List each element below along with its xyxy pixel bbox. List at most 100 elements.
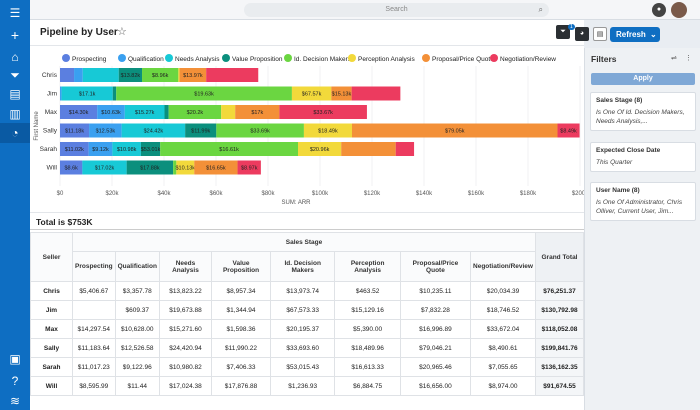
value-cell: $79,046.21 xyxy=(399,338,472,358)
y-tick-label: Sally xyxy=(43,128,58,135)
legend-label: Qualification xyxy=(128,56,164,63)
column-header[interactable]: Needs Analysis xyxy=(158,251,213,282)
filter-icon[interactable]: ⏷ xyxy=(10,68,20,82)
bar-data-label: $33.69k xyxy=(250,129,270,135)
bar-segment xyxy=(206,68,259,82)
x-tick-label: $80k xyxy=(261,191,275,197)
bar-data-label: $53.01k xyxy=(141,147,161,153)
grand-total-cell: $76,251.37 xyxy=(535,281,584,301)
filter-card[interactable]: Expected Close Date This Quarter xyxy=(590,142,696,172)
filter-options-icon[interactable]: ⇌ xyxy=(671,55,677,62)
bar-data-label: $8.6k xyxy=(64,166,78,172)
apply-button[interactable]: Apply xyxy=(591,73,695,85)
value-cell: $10,235.11 xyxy=(399,281,472,301)
x-tick-label: $100k xyxy=(312,191,329,197)
filter-card-title: Expected Close Date xyxy=(596,147,661,154)
home-icon[interactable]: ⌂ xyxy=(11,50,19,64)
search-icon[interactable]: ⌕ xyxy=(538,5,543,14)
bar-segment xyxy=(74,68,83,82)
bar-segment xyxy=(395,142,415,156)
value-cell: $6,884.75 xyxy=(334,376,401,396)
layers-icon[interactable]: ≋ xyxy=(9,394,21,408)
legend-item[interactable]: Prospecting xyxy=(62,54,106,63)
bar-data-label: $15.27k xyxy=(135,110,155,116)
column-header[interactable]: Perception Analysis xyxy=(334,251,401,282)
page-title: Pipeline by User xyxy=(40,27,118,38)
legend-item[interactable]: Id. Decision Makers xyxy=(284,54,351,63)
chart-view-icon[interactable]: ◕ xyxy=(575,27,589,41)
list-icon[interactable]: ▤ xyxy=(9,87,21,101)
bar-segment xyxy=(279,105,367,119)
bar-data-label: $17.02k xyxy=(95,166,115,172)
legend-item[interactable]: Proposal/Price Quote xyxy=(422,54,494,63)
column-header[interactable]: Prospecting xyxy=(72,251,116,282)
value-cell: $8,974.00 xyxy=(470,376,536,396)
column-header[interactable]: Qualification xyxy=(114,251,160,282)
value-cell: $609.37 xyxy=(114,300,160,320)
legend-item[interactable]: Value Proposition xyxy=(222,54,282,63)
bar-segment xyxy=(126,160,174,175)
bar-segment xyxy=(178,68,180,82)
bar-segment xyxy=(121,123,186,138)
legend-swatch xyxy=(348,54,356,62)
bar-segment xyxy=(60,123,90,138)
more-options-icon[interactable]: ⋮ xyxy=(685,55,692,62)
column-header[interactable]: Value Proposition xyxy=(211,251,272,282)
y-tick-label: Chris xyxy=(42,72,58,79)
plus-icon[interactable]: + xyxy=(10,27,20,43)
column-header[interactable]: Negotiation/Review xyxy=(470,251,536,282)
legend-label: Needs Analysis xyxy=(175,56,220,63)
column-header[interactable]: Proposal/Price Quote xyxy=(399,251,472,282)
grand-total-cell: $199,841.76 xyxy=(535,338,584,358)
search-input[interactable]: Search ⌕ xyxy=(244,3,549,17)
bar-chart-icon[interactable]: ▥ xyxy=(9,107,21,121)
bar-data-label: $16.65k xyxy=(206,166,226,172)
document-icon[interactable]: ▣ xyxy=(9,352,21,366)
value-cell: $12,526.58 xyxy=(114,338,160,358)
bar-segment xyxy=(124,105,165,119)
legend-item[interactable]: Negotiation/Review xyxy=(490,54,556,63)
bar-segment xyxy=(298,142,342,156)
help-icon[interactable]: ? xyxy=(11,374,19,388)
legend-swatch xyxy=(284,54,292,62)
value-cell: $11,017.23 xyxy=(72,357,116,377)
value-cell: $18,489.96 xyxy=(334,338,401,358)
table-view-icon[interactable]: ▤ xyxy=(593,27,607,41)
menu-icon[interactable]: ☰ xyxy=(9,6,21,20)
dashboard-icon[interactable]: ◔ xyxy=(0,123,30,143)
notification-bell-icon[interactable]: ● xyxy=(652,3,666,17)
favorite-star-icon[interactable]: ☆ xyxy=(117,26,127,38)
bar-data-label: $10.13k xyxy=(175,166,195,172)
grand-total-cell: $136,162.35 xyxy=(535,357,584,377)
user-avatar[interactable] xyxy=(671,2,687,18)
bar-data-label: $17.88k xyxy=(140,166,160,172)
value-cell: $13,973.74 xyxy=(270,281,336,301)
filter-toggle-icon[interactable]: ⏷ xyxy=(556,25,570,39)
bar-data-label: $20.2k xyxy=(187,110,204,116)
bar-data-label: $20.96k xyxy=(310,147,330,153)
bar-segment xyxy=(221,105,236,119)
bar-segment xyxy=(82,68,119,82)
legend-swatch xyxy=(490,54,498,62)
chevron-down-icon[interactable]: ⌄ xyxy=(650,30,657,39)
y-tick-label: Will xyxy=(47,165,58,172)
value-cell: $8,490.61 xyxy=(470,338,536,358)
legend-item[interactable]: Perception Analysis xyxy=(348,54,415,63)
value-cell: $3,357.78 xyxy=(114,281,160,301)
bar-segment xyxy=(140,142,161,156)
bar-data-label: $24.42k xyxy=(144,129,164,135)
seller-cell: Max xyxy=(30,319,73,339)
value-cell: $11.44 xyxy=(114,376,160,396)
filter-card[interactable]: User Name (8) Is One Of Administrator, Ch… xyxy=(590,182,696,221)
column-header[interactable]: Id. Decision Makers xyxy=(270,251,336,282)
filter-card[interactable]: Sales Stage (8) Is One Of Id. Decision Ma… xyxy=(590,92,696,131)
bar-data-label: $9.12k xyxy=(92,147,109,153)
value-cell: $7,406.33 xyxy=(211,357,272,377)
legend-label: Value Proposition xyxy=(232,56,283,63)
legend-item[interactable]: Qualification xyxy=(118,54,164,63)
value-cell: $33,693.60 xyxy=(270,338,336,358)
legend-item[interactable]: Needs Analysis xyxy=(165,54,219,63)
refresh-button[interactable]: Refresh ⌄ xyxy=(610,27,660,42)
bar-segment xyxy=(112,142,141,156)
bar-data-label: $17k xyxy=(251,110,263,116)
